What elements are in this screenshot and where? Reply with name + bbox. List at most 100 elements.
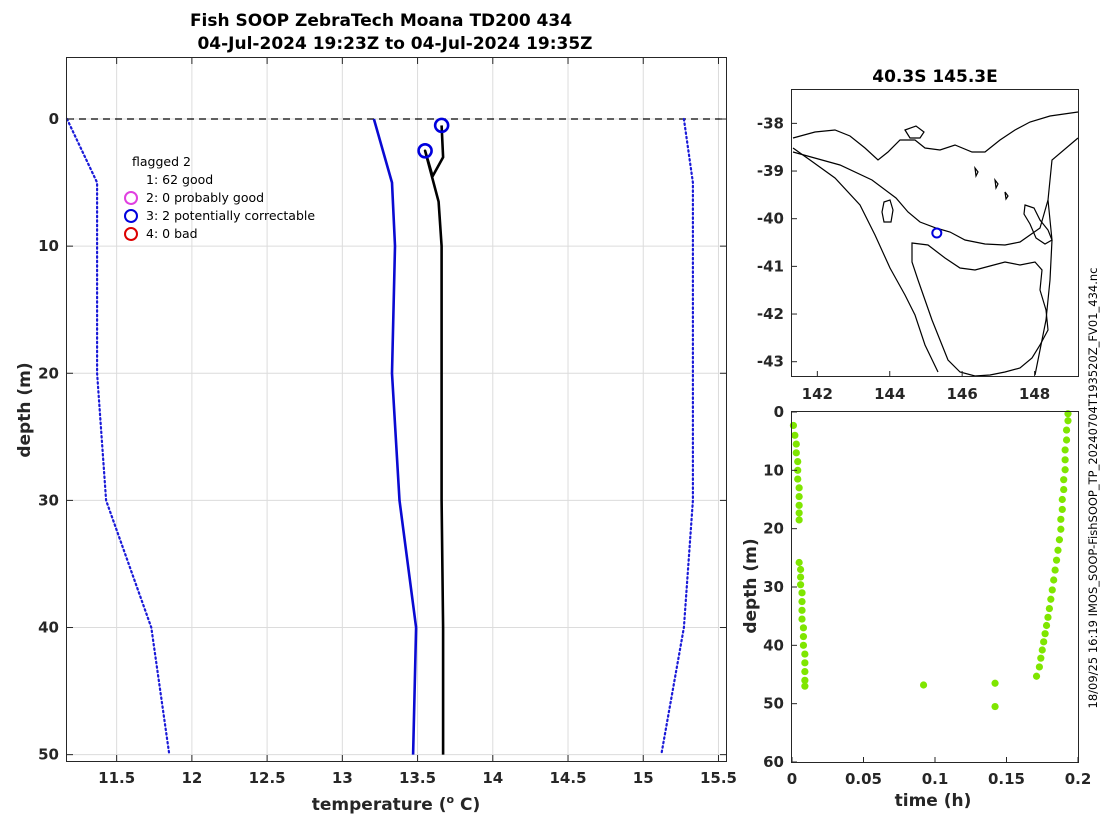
time-depth-point <box>801 682 809 690</box>
time-depth-point <box>798 615 806 623</box>
time-depth-point <box>798 597 806 606</box>
time-depth-point <box>1045 604 1053 613</box>
time-depth-point <box>991 702 999 711</box>
map-y-tick-label: -42 <box>757 305 784 323</box>
profile-x-tick-label: 14 <box>482 769 503 787</box>
time-depth-point <box>1064 417 1072 425</box>
time-depth-point <box>795 516 803 524</box>
time-depth-point <box>1055 536 1064 544</box>
map-title: 40.3S 145.3E <box>872 67 998 87</box>
time-depth-point <box>1061 456 1069 464</box>
profile-axes-box <box>66 57 727 762</box>
time-depth-point <box>1044 613 1052 621</box>
map-coastlines <box>792 111 1079 377</box>
series-climatology-mean <box>372 118 418 755</box>
time-depth-point <box>1051 566 1059 574</box>
series-climatology-max <box>660 117 695 756</box>
time-y-label: depth (m) <box>741 538 761 633</box>
profile-flag-markers <box>417 117 450 159</box>
profile-y-tick-label: 50 <box>38 746 59 764</box>
time-depth-point <box>1058 495 1066 504</box>
time-depth-point <box>795 501 803 509</box>
time-depth-point <box>795 484 803 492</box>
legend-title: flagged 2 <box>132 154 191 169</box>
time-depth-point <box>1047 595 1055 603</box>
time-depth-point <box>794 466 802 474</box>
time-depth-point <box>801 659 809 667</box>
time-depth-point <box>799 632 808 641</box>
time-depth-point <box>795 492 803 501</box>
time-x-tick-label: 0 <box>787 770 797 788</box>
map-panel: 40.3S 145.3E 142 144 146 148 -38 -39 -40 -41 -4… <box>757 67 1079 403</box>
legend-entry-correctable: 3: 2 potentially correctable <box>146 208 315 223</box>
map-y-tick-label: -39 <box>757 162 784 180</box>
profile-x-tick-label: 13.5 <box>399 769 436 787</box>
map-x-tick-label: 144 <box>874 385 905 403</box>
time-depth-point <box>1048 586 1056 594</box>
time-y-tick-label: 30 <box>763 578 784 596</box>
time-depth-point <box>795 509 803 517</box>
profile-x-ticks: 11.5 12 12.5 13 13.5 14 14.5 15 15.5 <box>98 58 737 787</box>
time-depth-point <box>1061 466 1069 474</box>
flag-legend: flagged 2 1: 62 good 2: 0 probably good … <box>124 154 315 241</box>
time-depth-point <box>1062 436 1071 444</box>
time-depth-point <box>798 589 806 597</box>
time-depth-point <box>1037 654 1045 662</box>
time-depth-point <box>1052 556 1061 564</box>
profile-x-tick-label: 15.5 <box>700 769 737 787</box>
time-depth-point <box>1050 576 1058 584</box>
legend-entry-good: 1: 62 good <box>146 172 213 187</box>
time-depth-point <box>991 679 999 687</box>
profile-panel: Fish SOOP ZebraTech Moana TD200 434 04-J… <box>15 11 737 815</box>
time-x-tick-label: 0.1 <box>922 770 949 788</box>
time-depth-point <box>1032 672 1041 680</box>
time-depth-point <box>794 475 802 483</box>
profile-y-tick-label: 20 <box>38 364 59 382</box>
legend-correctable-marker <box>124 209 138 223</box>
legend-bad-marker <box>124 227 138 241</box>
map-x-tick-label: 146 <box>946 385 977 403</box>
map-x-ticks: 142 144 146 148 <box>802 371 1050 403</box>
time-x-tick-label: 0.05 <box>845 770 882 788</box>
time-depth-point <box>801 676 809 684</box>
legend-entry-bad: 4: 0 bad <box>146 226 198 241</box>
time-depth-point <box>795 558 803 567</box>
time-y-ticks: 0 10 20 30 40 50 60 <box>763 403 797 771</box>
time-depth-point <box>1058 505 1066 514</box>
profile-y-tick-label: 0 <box>49 110 59 128</box>
time-depth-point <box>792 440 800 448</box>
profile-y-tick-label: 40 <box>38 619 59 637</box>
time-depth-point <box>1057 515 1065 523</box>
map-x-tick-label: 148 <box>1019 385 1050 403</box>
file-info-label: 18/09/25 16:19 IMOS_SOOP-FishSOOP_TP_202… <box>1086 268 1100 709</box>
time-y-tick-label: 10 <box>763 461 784 479</box>
time-depth-point <box>791 431 799 439</box>
time-depth-point <box>799 624 808 632</box>
time-depth-point <box>1040 638 1048 646</box>
profile-subtitle: 04-Jul-2024 19:23Z to 04-Jul-2024 19:35Z <box>197 34 592 54</box>
profile-y-label: depth (m) <box>15 362 35 457</box>
time-depth-point <box>1041 630 1049 638</box>
series-climatology-min <box>65 117 171 756</box>
time-y-tick-label: 40 <box>763 636 784 654</box>
time-y-tick-label: 20 <box>763 520 784 538</box>
flag-marker-correctable <box>433 117 450 134</box>
profile-title: Fish SOOP ZebraTech Moana TD200 434 <box>190 11 572 31</box>
profile-x-tick-label: 11.5 <box>98 769 135 787</box>
time-depth-panel: 0 0.05 0.1 0.15 0.2 0 10 20 30 40 50 60 time (h) d… <box>741 403 1091 811</box>
time-depth-point <box>801 667 809 676</box>
time-y-tick-label: 60 <box>763 753 784 771</box>
profile-y-tick-label: 10 <box>38 237 59 255</box>
time-depth-point <box>796 581 805 589</box>
time-depth-point <box>1035 663 1043 671</box>
legend-probably-good-marker <box>124 191 138 205</box>
profile-series <box>65 117 695 756</box>
map-y-ticks: -38 -39 -40 -41 -42 -43 <box>757 114 797 371</box>
profile-x-label: temperature (o C) <box>312 793 481 815</box>
time-depth-point <box>794 457 802 466</box>
time-y-tick-label: 0 <box>774 403 784 421</box>
time-depth-point <box>799 641 808 649</box>
time-depth-point <box>789 421 798 430</box>
time-depth-point <box>919 681 928 689</box>
